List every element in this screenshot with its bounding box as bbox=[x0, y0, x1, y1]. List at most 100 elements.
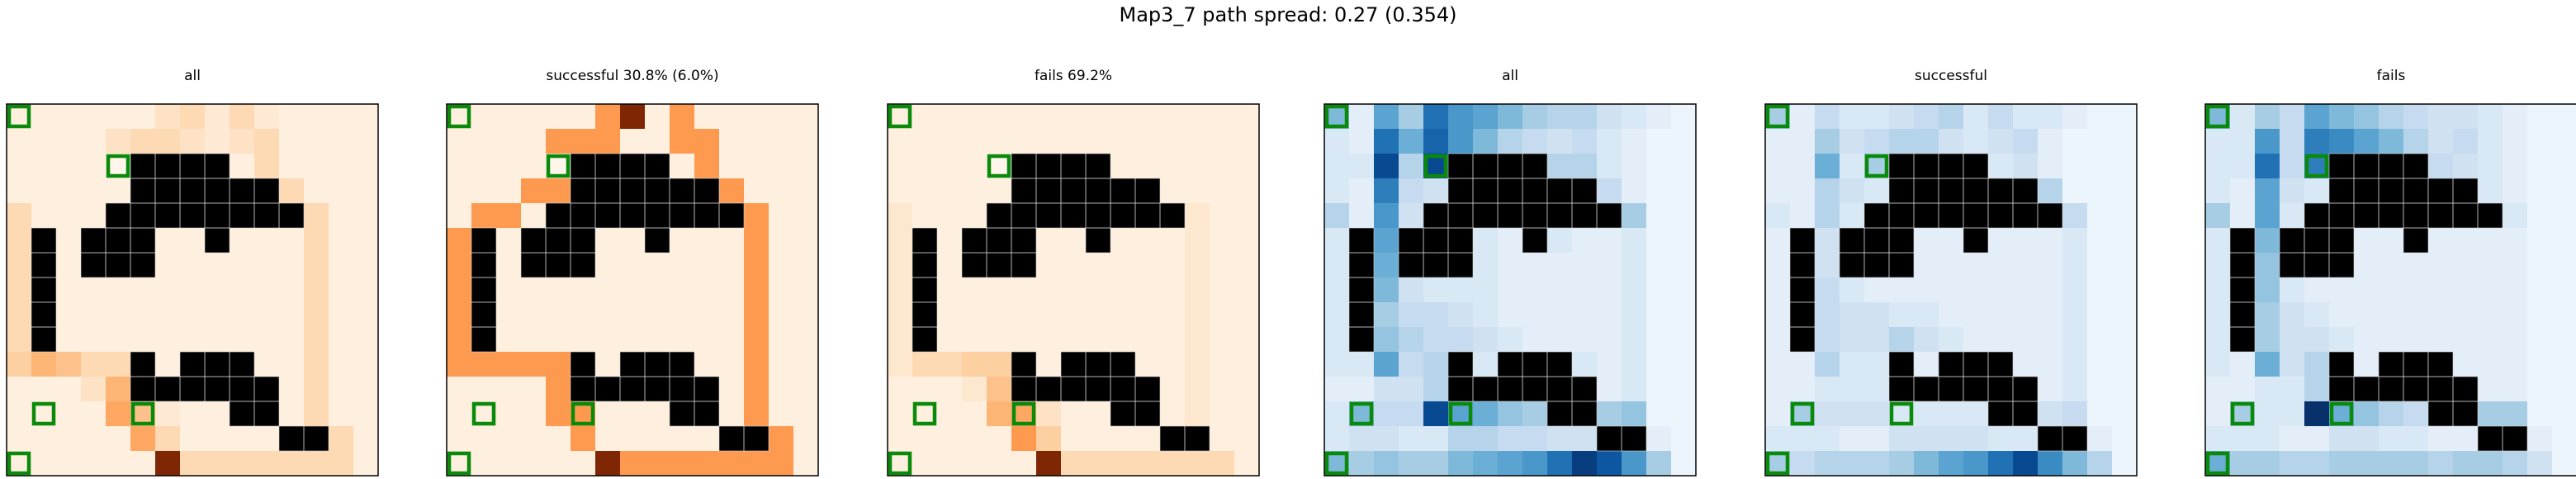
heatmap-cell bbox=[56, 104, 82, 130]
heatmap-cell bbox=[1448, 426, 1474, 452]
heatmap-cell bbox=[1086, 401, 1111, 427]
heatmap-cell bbox=[180, 426, 206, 452]
heatmap-cell bbox=[1086, 104, 1111, 130]
heatmap-cell bbox=[1110, 253, 1136, 278]
wall-cell bbox=[230, 401, 255, 427]
heatmap-cell bbox=[1234, 228, 1260, 254]
heatmap-cell bbox=[546, 129, 571, 154]
heatmap-cell bbox=[793, 129, 819, 154]
heatmap-cell bbox=[595, 253, 621, 278]
heatmap-cell bbox=[1765, 426, 1791, 452]
wall-cell bbox=[694, 178, 720, 204]
heatmap-cell bbox=[7, 178, 32, 204]
wall-cell bbox=[180, 203, 206, 229]
heatmap-cell bbox=[2255, 253, 2280, 278]
heatmap-cell bbox=[1234, 129, 1260, 154]
heatmap-cell bbox=[329, 154, 354, 179]
heatmap-cell bbox=[304, 104, 329, 130]
heatmap-cell bbox=[155, 228, 181, 254]
heatmap-cell bbox=[1399, 277, 1424, 303]
heatmap-cell bbox=[962, 426, 987, 452]
heatmap-cell bbox=[2087, 377, 2113, 402]
heatmap-cell bbox=[1765, 352, 1791, 377]
heatmap-cell bbox=[937, 327, 963, 353]
heatmap-cell bbox=[2013, 302, 2039, 328]
wall-cell bbox=[1110, 401, 1136, 427]
heatmap-cell bbox=[694, 302, 720, 328]
wall-cell bbox=[2428, 178, 2454, 204]
heatmap-cell bbox=[2038, 104, 2063, 130]
heatmap-cell bbox=[1671, 327, 1697, 353]
heatmap-cell bbox=[279, 327, 305, 353]
wall-cell bbox=[1939, 154, 1964, 179]
heatmap-cell bbox=[1671, 352, 1697, 377]
heatmap-cell bbox=[571, 129, 596, 154]
panel-frame bbox=[1324, 103, 1697, 477]
heatmap-cell bbox=[719, 352, 745, 377]
heatmap-cell bbox=[2478, 451, 2503, 477]
heatmap-cell bbox=[471, 451, 497, 477]
wall-cell bbox=[1597, 426, 1622, 452]
heatmap-cell bbox=[2527, 277, 2553, 303]
heatmap-cell bbox=[2112, 228, 2138, 254]
heatmap-cell bbox=[1061, 228, 1087, 254]
heatmap-cell bbox=[254, 129, 280, 154]
wall-cell bbox=[2428, 377, 2454, 402]
heatmap-cell bbox=[1374, 302, 1399, 328]
wall-cell bbox=[254, 377, 280, 402]
heatmap-cell bbox=[719, 277, 745, 303]
panel-frame bbox=[6, 103, 379, 477]
heatmap-cell bbox=[56, 154, 82, 179]
heatmap-cell bbox=[793, 352, 819, 377]
heatmap-cell bbox=[2552, 277, 2576, 303]
heatmap-cell bbox=[81, 352, 107, 377]
wall-cell bbox=[670, 203, 695, 229]
heatmap-cell bbox=[2453, 154, 2479, 179]
heatmap-cell bbox=[1815, 277, 1840, 303]
heatmap-cell bbox=[2304, 426, 2330, 452]
wall-cell bbox=[1988, 203, 2014, 229]
heatmap-cell bbox=[230, 426, 255, 452]
heatmap-cell bbox=[496, 277, 522, 303]
heatmap-cell bbox=[595, 277, 621, 303]
wall-cell bbox=[2379, 352, 2404, 377]
heatmap-cell bbox=[769, 228, 794, 254]
heatmap-cell bbox=[353, 277, 379, 303]
heatmap-cell bbox=[670, 426, 695, 452]
wall-cell bbox=[912, 327, 938, 353]
wall-cell bbox=[2329, 154, 2355, 179]
heatmap-cell bbox=[2230, 104, 2256, 130]
heatmap-cell bbox=[1889, 327, 1915, 353]
heatmap-cell bbox=[719, 228, 745, 254]
heatmap-cell bbox=[2527, 451, 2553, 477]
wall-cell bbox=[912, 253, 938, 278]
heatmap-cell bbox=[744, 277, 769, 303]
wall-cell bbox=[620, 154, 646, 179]
wall-cell bbox=[1185, 426, 1210, 452]
heatmap-cell bbox=[2552, 203, 2576, 229]
heatmap-cell bbox=[2403, 104, 2429, 130]
wall-cell bbox=[1790, 277, 1816, 303]
heatmap-cell bbox=[155, 327, 181, 353]
heatmap-cell bbox=[2453, 352, 2479, 377]
wall-cell bbox=[1011, 377, 1037, 402]
wall-cell bbox=[2280, 253, 2305, 278]
wall-cell bbox=[205, 352, 230, 377]
heatmap-cell bbox=[1864, 451, 1890, 477]
heatmap-cell bbox=[1473, 228, 1499, 254]
heatmap-cell bbox=[962, 327, 987, 353]
heatmap-cell bbox=[1086, 302, 1111, 328]
heatmap-cell bbox=[1036, 302, 1062, 328]
heatmap-cell bbox=[1646, 203, 1672, 229]
heatmap-cell bbox=[2255, 451, 2280, 477]
wall-cell bbox=[1448, 203, 1474, 229]
heatmap-cell bbox=[1349, 178, 1375, 204]
heatmap-cell bbox=[937, 451, 963, 477]
heatmap-cell bbox=[1086, 426, 1111, 452]
wall-cell bbox=[205, 203, 230, 229]
wall-cell bbox=[2503, 426, 2528, 452]
heatmap-cell bbox=[1914, 277, 1939, 303]
wall-cell bbox=[521, 228, 547, 254]
heatmap-cell bbox=[2038, 352, 2063, 377]
wall-cell bbox=[2354, 203, 2379, 229]
